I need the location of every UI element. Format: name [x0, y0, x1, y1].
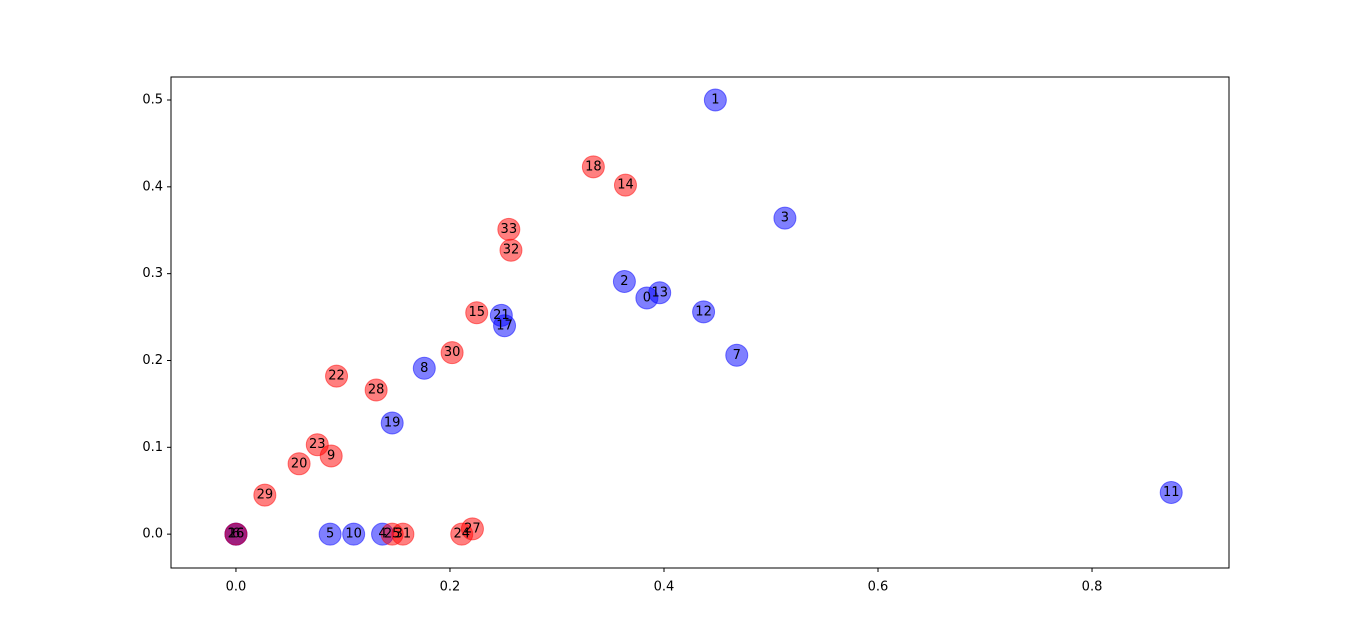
- point: [692, 300, 716, 324]
- point-label: 27: [464, 521, 481, 536]
- point-label: 8: [420, 361, 428, 376]
- y-tick-label: 0.2: [142, 353, 163, 368]
- point: [305, 433, 329, 457]
- point: [581, 155, 605, 179]
- y-tick-label: 0.1: [142, 440, 163, 455]
- point-label: 1: [711, 93, 719, 108]
- point: [287, 452, 311, 476]
- point-label: 22: [328, 369, 345, 384]
- point-label: 6: [232, 527, 240, 542]
- point-label: 26: [228, 527, 245, 542]
- point-label: 14: [617, 178, 634, 193]
- y-tick-label: 0.5: [142, 93, 163, 108]
- point-label: 33: [501, 222, 518, 237]
- point-label: 0: [643, 290, 651, 305]
- point-label: 4: [378, 527, 386, 542]
- point-label: 15: [468, 305, 485, 320]
- point-label: 18: [585, 159, 602, 174]
- point-label: 17: [496, 318, 513, 333]
- point: [224, 522, 248, 546]
- point: [612, 269, 636, 293]
- point: [465, 301, 489, 325]
- point: [773, 206, 797, 230]
- point: [648, 281, 672, 305]
- point-label: 29: [257, 488, 274, 503]
- plot-frame: [170, 76, 1230, 569]
- point: [460, 517, 484, 541]
- point: [412, 356, 436, 380]
- point: [613, 173, 637, 197]
- point: [380, 411, 404, 435]
- point-label: 19: [384, 416, 401, 431]
- point-label: 5: [326, 527, 334, 542]
- y-tick-label: 0.0: [142, 527, 163, 542]
- x-tick-label: 0.6: [868, 580, 889, 595]
- point-label: 21: [493, 308, 510, 323]
- point: [703, 88, 727, 112]
- point-label: 10: [345, 527, 362, 542]
- point-label: 2: [620, 274, 628, 289]
- point-label: 32: [503, 243, 520, 258]
- point: [440, 341, 464, 365]
- point: [342, 522, 366, 546]
- y-tick-label: 0.3: [142, 266, 163, 281]
- point-label: 30: [444, 345, 461, 360]
- x-tick-label: 0.8: [1082, 580, 1103, 595]
- point-label: 16: [228, 527, 245, 542]
- point-label: 3: [781, 211, 789, 226]
- point-label: 13: [651, 285, 668, 300]
- point: [489, 303, 513, 327]
- point-label: 24: [453, 527, 470, 542]
- point-label: 11: [1163, 485, 1180, 500]
- point-label: 31: [395, 527, 412, 542]
- point: [1159, 480, 1183, 504]
- point-label: 23: [309, 437, 326, 452]
- point-label: 25: [384, 527, 401, 542]
- point: [253, 483, 277, 507]
- point-label: 28: [368, 383, 385, 398]
- point: [725, 343, 749, 367]
- point-label: 12: [695, 304, 712, 319]
- point: [325, 364, 349, 388]
- y-tick-label: 0.4: [142, 179, 163, 194]
- x-tick-label: 0.2: [440, 580, 461, 595]
- point-label: 9: [327, 448, 335, 463]
- point-label: 20: [291, 456, 308, 471]
- point: [497, 217, 521, 241]
- point: [391, 522, 415, 546]
- x-tick-label: 0.4: [654, 580, 675, 595]
- point-label: 7: [733, 348, 741, 363]
- point: [364, 378, 388, 402]
- point: [318, 522, 342, 546]
- x-tick-label: 0.0: [226, 580, 247, 595]
